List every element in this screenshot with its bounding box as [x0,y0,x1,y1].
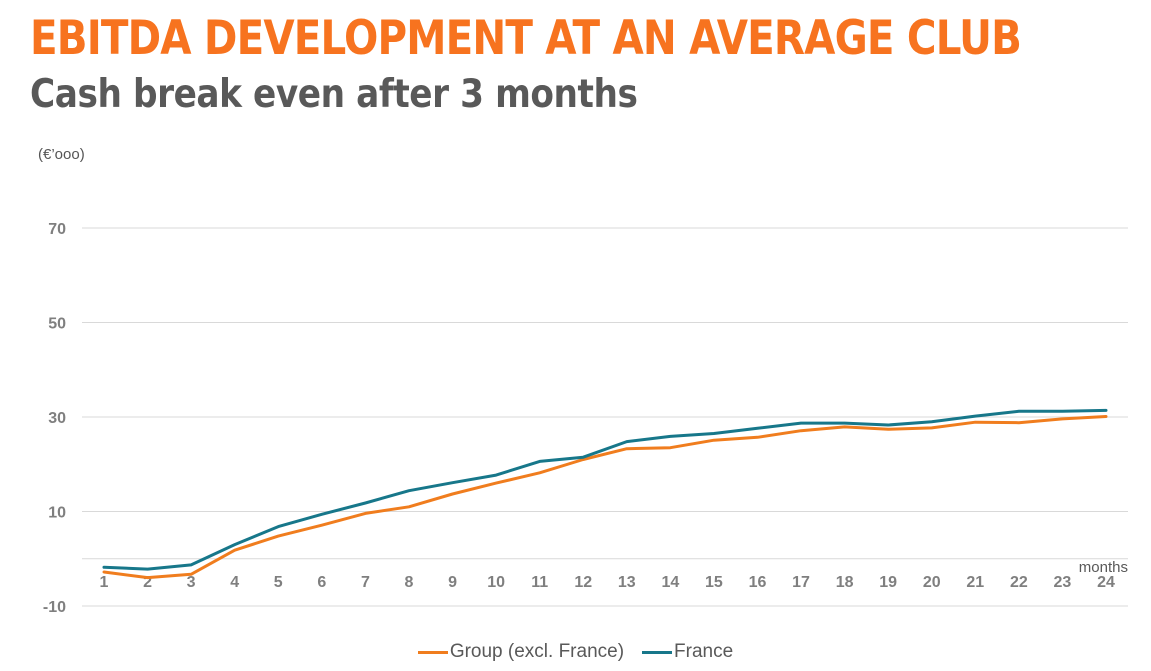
x-tick-label: 13 [618,574,636,591]
y-tick-label: 70 [48,221,66,238]
legend: Group (excl. France) France [0,641,1151,663]
x-tick-label: 11 [531,574,548,591]
legend-label: Group (excl. France) [449,641,625,662]
legend-item: Group (excl. France) [417,641,625,663]
legend-item: France [642,641,733,663]
x-tick-label: 17 [792,574,810,591]
x-axis-tick-labels: 1 2 3 4 5 6 7 8 9 10 11 12 13 14 15 16 17 18 19 20 21 22 23 24 [100,574,1115,591]
x-tick-label: 6 [317,574,326,591]
x-tick-label: 8 [405,574,414,591]
series-line-group-excl-france [102,415,1108,580]
series-lines [102,408,1108,580]
x-tick-label: 14 [661,574,679,591]
x-tick-label: 16 [749,574,767,591]
x-tick-label: 12 [574,574,592,591]
x-tick-label: 4 [230,574,239,591]
x-tick-label: 18 [836,574,854,591]
y-tick-label: 30 [48,410,66,427]
legend-label: France [674,641,734,662]
x-tick-label: 9 [448,574,457,591]
x-tick-label: 19 [879,574,897,591]
x-tick-label: 3 [187,574,196,591]
y-tick-label: 50 [48,316,66,333]
legend-swatch [417,650,448,654]
x-tick-label: 7 [361,574,370,591]
gridlines [82,227,1128,607]
x-tick-label: 5 [274,574,283,591]
x-axis-label: months [1079,559,1128,576]
x-tick-label: 15 [705,574,723,591]
x-tick-label: 24 [1097,574,1115,591]
x-tick-label: 10 [487,574,505,591]
y-tick-label: 10 [48,505,66,522]
x-tick-label: 21 [966,574,984,591]
x-tick-label: 2 [143,574,152,591]
x-tick-label: 23 [1054,574,1072,591]
chart-title: EBITDA DEVELOPMENT AT AN AVERAGE CLUB [30,11,1022,66]
y-tick-label: -10 [43,599,66,616]
y-axis-tick-labels: -10 10 30 50 70 [43,221,66,616]
chart-subtitle: Cash break even after 3 months [30,72,638,117]
x-tick-label: 1 [100,574,109,591]
series-line-france [102,408,1108,571]
unit-label: (€’ooo) [38,146,85,163]
x-tick-label: 22 [1010,574,1028,591]
legend-swatch [642,650,673,654]
x-tick-label: 20 [923,574,941,591]
